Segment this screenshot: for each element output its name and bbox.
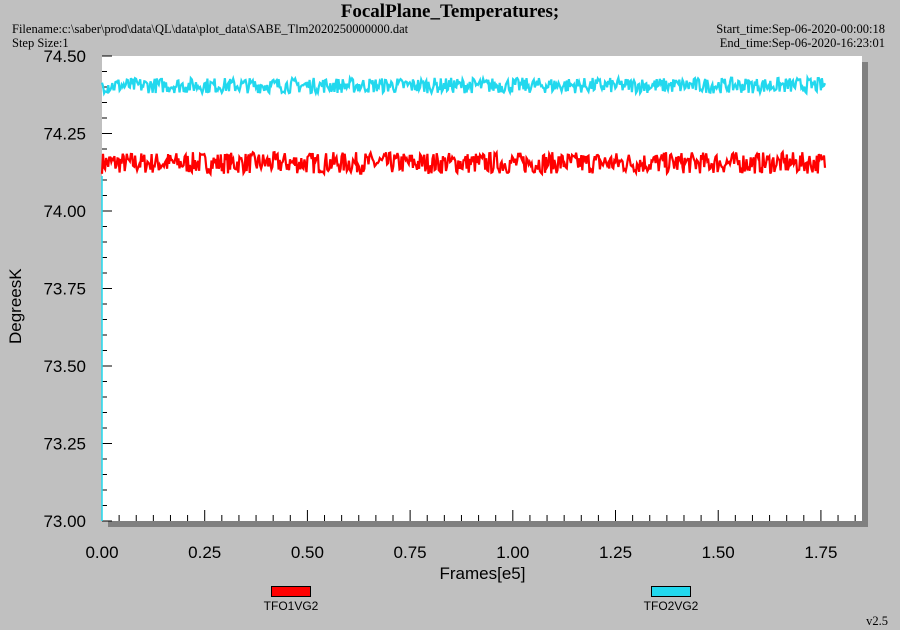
y-tick-label: 74.50: [43, 47, 86, 66]
x-tick-label: 1.00: [496, 543, 529, 562]
y-tick-label: 73.00: [43, 512, 86, 531]
y-axis-label: DegreesK: [6, 268, 26, 344]
x-tick-label: 0.00: [85, 543, 118, 562]
y-tick-label: 74.25: [43, 125, 86, 144]
x-tick-label: 0.75: [394, 543, 427, 562]
legend-label-tfo1: TFO1VG2: [251, 599, 331, 613]
legend-label-tfo2: TFO2VG2: [631, 599, 711, 613]
x-tick-label: 0.50: [291, 543, 324, 562]
legend-swatch-tfo1: [271, 586, 311, 597]
x-tick-label: 1.25: [599, 543, 632, 562]
y-tick-label: 73.75: [43, 280, 86, 299]
legend-item-tfo2: TFO2VG2: [631, 586, 711, 613]
x-axis-label: Frames[e5]: [0, 564, 900, 584]
plot-area: [102, 56, 862, 521]
y-tick-label: 73.25: [43, 435, 86, 454]
legend-swatch-tfo2: [651, 586, 691, 597]
x-tick-label: 0.25: [188, 543, 221, 562]
y-tick-label: 73.50: [43, 357, 86, 376]
x-tick-label: 1.75: [804, 543, 837, 562]
x-tick-label: 1.50: [702, 543, 735, 562]
version-text: v2.5: [866, 614, 888, 629]
legend-item-tfo1: TFO1VG2: [251, 586, 331, 613]
y-tick-label: 74.00: [43, 202, 86, 221]
